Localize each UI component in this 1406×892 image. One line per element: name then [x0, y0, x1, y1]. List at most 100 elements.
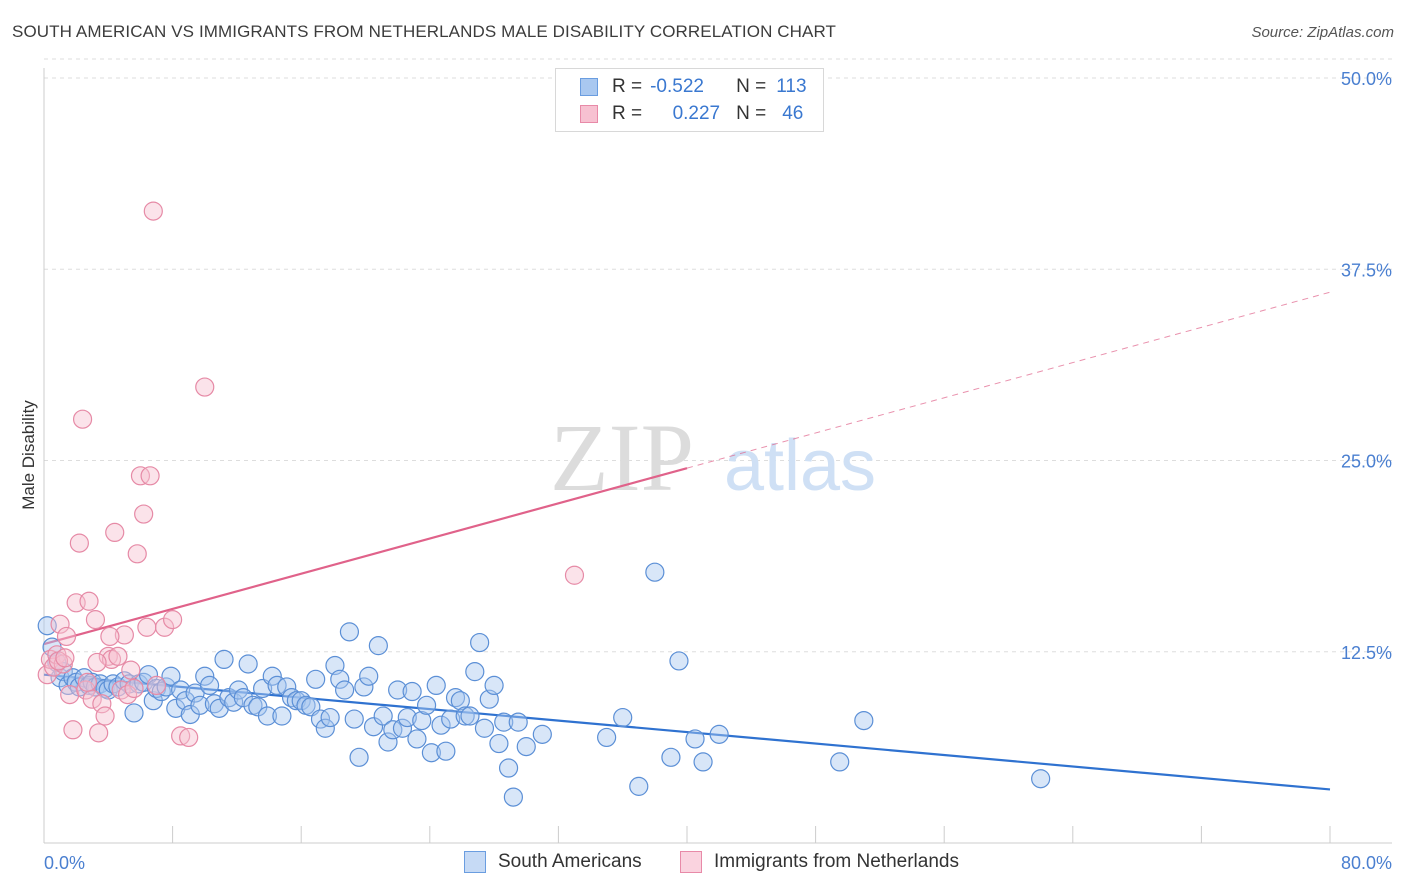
point-south-americans: [470, 632, 490, 653]
point-netherlands: [163, 610, 183, 630]
point-south-americans: [320, 707, 340, 728]
point-netherlands: [114, 625, 134, 645]
point-south-americans: [407, 729, 427, 749]
point-netherlands: [179, 727, 199, 748]
y-tick-label: 12.5%: [1341, 643, 1392, 663]
point-south-americans: [349, 747, 369, 767]
bottom-legend-netherlands: Immigrants from Netherlands: [680, 851, 959, 873]
legend-row-netherlands: R = 0.227 N = 46: [580, 102, 803, 126]
point-south-americans: [709, 724, 729, 744]
point-south-americans: [693, 752, 713, 772]
point-netherlands: [121, 660, 141, 680]
point-south-americans: [455, 706, 475, 726]
legend-r-value: -0.522: [650, 76, 704, 97]
point-netherlands: [69, 533, 89, 553]
point-south-americans: [412, 710, 432, 731]
point-south-americans: [431, 715, 451, 735]
point-south-americans: [498, 758, 519, 778]
point-south-americans: [830, 752, 850, 772]
watermark-zip: ZIP: [550, 404, 694, 511]
point-netherlands: [92, 694, 112, 714]
point-south-americans: [597, 727, 617, 748]
bottom-legend-south-americans: South Americans: [464, 851, 642, 873]
point-south-americans: [368, 636, 388, 656]
legend: R = -0.522 N = 113 R = 0.227 N = 46: [555, 68, 824, 132]
point-netherlands: [134, 504, 154, 524]
point-south-americans: [161, 666, 181, 686]
point-south-americans: [209, 698, 229, 718]
legend-n-label: N =: [736, 76, 767, 97]
point-south-americans: [421, 743, 442, 763]
point-south-americans: [669, 651, 689, 671]
point-south-americans: [402, 681, 422, 702]
bottom-legend-label-south-americans: South Americans: [498, 851, 642, 872]
point-south-americans: [224, 692, 244, 712]
point-south-americans: [171, 680, 191, 700]
point-south-americans: [306, 669, 326, 689]
point-south-americans: [460, 706, 480, 726]
data-points: [37, 201, 1051, 807]
point-south-americans: [195, 666, 215, 686]
point-south-americans: [494, 712, 514, 732]
point-south-americans: [354, 677, 374, 697]
point-south-americans: [474, 718, 495, 738]
point-south-americans: [508, 712, 528, 732]
point-south-americans: [344, 709, 364, 729]
point-netherlands: [85, 610, 106, 630]
point-south-americans: [661, 747, 681, 767]
point-south-americans: [426, 675, 446, 696]
bottom-legend-swatch-blue: [464, 851, 486, 873]
point-south-americans: [238, 654, 258, 674]
point-netherlands: [89, 723, 109, 743]
point-netherlands: [63, 720, 83, 740]
point-south-americans: [267, 675, 287, 696]
point-south-americans: [388, 680, 408, 700]
point-netherlands: [154, 617, 175, 637]
y-tick-label: 37.5%: [1341, 260, 1392, 280]
point-south-americans: [392, 718, 413, 738]
bottom-legend: South Americans Immigrants from Netherla…: [0, 851, 1406, 877]
point-south-americans: [416, 695, 437, 715]
point-south-americans: [156, 677, 176, 697]
point-netherlands: [56, 626, 77, 647]
point-south-americans: [532, 724, 552, 744]
point-south-americans: [124, 703, 144, 723]
point-netherlands: [50, 614, 70, 634]
point-south-americans: [516, 737, 536, 757]
point-south-americans: [310, 709, 331, 729]
point-netherlands: [143, 201, 163, 221]
point-south-americans: [383, 720, 403, 740]
tick-labels: 12.5% 25.0% 37.5% 50.0% 0.0% 80.0%: [44, 69, 1392, 873]
point-south-americans: [465, 662, 485, 682]
point-south-americans: [397, 707, 417, 728]
point-south-americans: [335, 680, 355, 700]
point-netherlands: [146, 675, 167, 696]
point-netherlands: [100, 626, 120, 647]
legend-swatch-blue: [580, 78, 598, 96]
point-netherlands: [564, 565, 585, 585]
point-south-americans: [315, 718, 335, 738]
point-south-americans: [166, 698, 186, 718]
point-south-americans: [450, 691, 470, 711]
point-netherlands: [171, 726, 191, 746]
x-tick-label: 0.0%: [44, 853, 85, 873]
point-netherlands: [137, 617, 157, 637]
point-netherlands: [95, 706, 115, 726]
x-tick-label: 80.0%: [1341, 853, 1392, 873]
watermark: ZIP atlas: [550, 404, 876, 511]
point-south-americans: [613, 707, 633, 728]
legend-r-value: 0.227: [672, 103, 721, 124]
legend-row-south-americans: R = -0.522 N = 113: [580, 75, 807, 99]
legend-n-label: N =: [736, 103, 767, 124]
point-netherlands: [72, 409, 93, 429]
point-south-americans: [436, 741, 456, 761]
point-netherlands: [130, 466, 151, 486]
point-netherlands: [195, 377, 215, 397]
grid-lines: [44, 58, 1392, 653]
point-south-americans: [262, 666, 282, 686]
point-south-americans: [363, 717, 384, 737]
bottom-legend-label-netherlands: Immigrants from Netherlands: [714, 851, 959, 872]
axes: [43, 68, 1392, 844]
point-netherlands: [87, 652, 107, 673]
